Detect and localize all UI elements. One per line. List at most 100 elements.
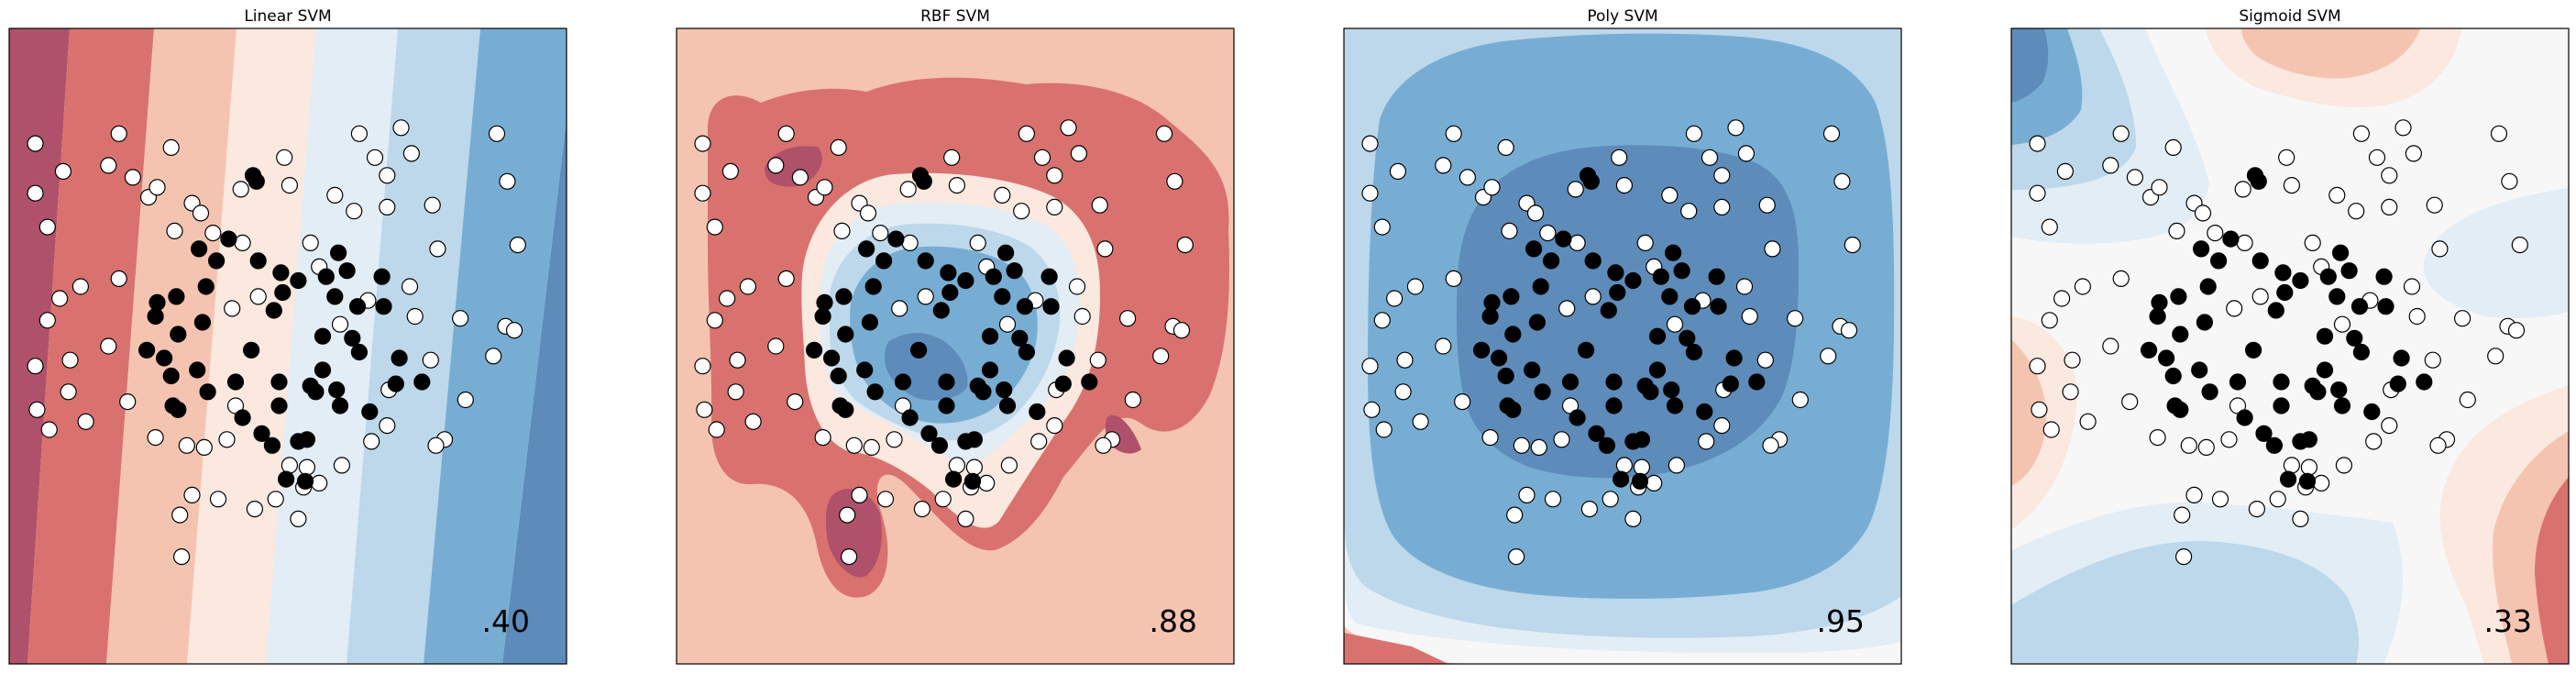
decision-regions bbox=[1344, 28, 1901, 664]
class1-point-38 bbox=[1605, 373, 1623, 391]
class0-point-34 bbox=[2211, 491, 2229, 508]
class0-point-26 bbox=[1762, 436, 1779, 454]
class0-point-51 bbox=[2112, 270, 2130, 287]
class0-point-2 bbox=[694, 184, 711, 202]
axes-frame bbox=[1343, 28, 1902, 665]
class1-point-10 bbox=[2141, 341, 2158, 359]
class0-point-3 bbox=[2041, 218, 2058, 236]
class0-point-77 bbox=[1558, 300, 1576, 317]
class1-point-9 bbox=[814, 307, 831, 326]
class1-point-20 bbox=[193, 314, 211, 331]
class0-point-73 bbox=[424, 196, 441, 214]
class0-point-33 bbox=[1507, 547, 1525, 566]
class0-point-66 bbox=[1840, 322, 1858, 339]
class1-point-5 bbox=[940, 264, 957, 282]
class0-point-38 bbox=[1624, 510, 1642, 528]
class1-point-52 bbox=[375, 298, 392, 315]
class0-point-64 bbox=[2487, 348, 2504, 365]
class1-point-42 bbox=[1483, 293, 1501, 311]
class1-point-2 bbox=[887, 230, 905, 248]
class1-point-40 bbox=[2250, 172, 2267, 190]
class0-point-20 bbox=[2381, 167, 2398, 184]
band-pale-blue bbox=[266, 28, 398, 664]
class0-point-76 bbox=[276, 149, 293, 166]
class1-point-19 bbox=[298, 431, 315, 448]
class0-point-74 bbox=[2348, 203, 2365, 220]
class1-point-11 bbox=[822, 349, 841, 367]
class1-point-23 bbox=[1652, 268, 1669, 285]
class1-point-39 bbox=[1504, 401, 1522, 418]
class0-point-15 bbox=[2236, 234, 2253, 251]
class0-point-78 bbox=[2251, 288, 2269, 305]
class1-point-26 bbox=[373, 268, 391, 285]
class1-point-33 bbox=[1058, 349, 1075, 367]
class1-point-19 bbox=[1633, 431, 1651, 448]
class0-point-3 bbox=[1373, 218, 1391, 236]
band-red bbox=[28, 28, 154, 664]
class1-point-34 bbox=[1722, 375, 1739, 392]
class1-point-25 bbox=[2340, 262, 2358, 280]
class0-point-9 bbox=[1483, 179, 1501, 196]
class1-point-12 bbox=[2164, 367, 2182, 385]
class1-point-30 bbox=[314, 361, 332, 379]
class1-point-41 bbox=[1600, 302, 1617, 319]
class0-point-11 bbox=[232, 181, 249, 198]
class0-point-58 bbox=[2248, 500, 2265, 518]
class1-point-17 bbox=[930, 436, 949, 454]
panel-title: Linear SVM bbox=[244, 7, 331, 26]
class1-point-30 bbox=[1648, 361, 1667, 379]
class0-point-44 bbox=[1375, 421, 1393, 438]
class1-point-37 bbox=[2245, 341, 2262, 359]
class1-point-24 bbox=[1661, 288, 1679, 305]
class1-point-43 bbox=[856, 361, 874, 379]
class1-point-46 bbox=[2316, 327, 2334, 345]
class1-point-36 bbox=[361, 403, 379, 421]
class1-point-23 bbox=[2319, 268, 2337, 285]
class1-point-52 bbox=[2377, 298, 2394, 315]
class0-point-74 bbox=[1013, 203, 1030, 220]
class0-point-66 bbox=[505, 322, 523, 339]
class1-point-14 bbox=[2201, 383, 2218, 401]
class0-point-51 bbox=[777, 270, 795, 287]
class0-point-58 bbox=[913, 500, 931, 518]
class0-point-68 bbox=[1166, 172, 1183, 190]
class0-point-54 bbox=[1481, 429, 1499, 447]
class1-point-28 bbox=[2346, 329, 2363, 347]
class0-point-21 bbox=[1070, 145, 1088, 162]
class0-point-6 bbox=[1459, 169, 1477, 186]
region-white-top-right bbox=[2471, 28, 2569, 187]
class1-point-47 bbox=[2333, 397, 2351, 414]
class0-point-2 bbox=[2029, 184, 2046, 202]
region-red-bottom-right bbox=[2535, 477, 2569, 664]
class0-point-45 bbox=[696, 401, 713, 418]
class0-point-76 bbox=[2278, 149, 2295, 166]
class1-point-46 bbox=[1648, 327, 1667, 345]
class1-point-47 bbox=[1666, 397, 1684, 414]
class1-point-45 bbox=[938, 397, 955, 414]
class1-point-27 bbox=[1683, 298, 1701, 315]
class1-point-7 bbox=[835, 288, 853, 305]
class1-point-1 bbox=[1525, 240, 1543, 258]
class1-point-39 bbox=[2172, 401, 2189, 418]
class0-point-54 bbox=[814, 429, 831, 447]
class1-point-17 bbox=[2265, 436, 2283, 454]
class0-point-48 bbox=[706, 312, 723, 329]
class0-point-13 bbox=[833, 222, 851, 239]
class0-point-71 bbox=[2431, 240, 2449, 258]
class0-point-67 bbox=[1822, 125, 1841, 142]
class0-point-68 bbox=[499, 172, 516, 190]
class0-point-37 bbox=[1030, 433, 1048, 450]
class0-point-39 bbox=[1646, 474, 1663, 492]
decision-regions bbox=[9, 28, 567, 664]
class1-point-51 bbox=[2292, 271, 2309, 290]
class1-point-44 bbox=[226, 373, 245, 391]
band-light-blue bbox=[347, 28, 480, 664]
class0-point-17 bbox=[302, 234, 319, 251]
class1-point-50 bbox=[1631, 472, 1649, 490]
class1-point-40 bbox=[1582, 172, 1600, 190]
class1-point-21 bbox=[197, 278, 215, 295]
class0-point-13 bbox=[166, 222, 183, 239]
class0-point-41 bbox=[2174, 506, 2191, 524]
class0-point-34 bbox=[209, 491, 227, 508]
band-blue bbox=[424, 28, 567, 664]
